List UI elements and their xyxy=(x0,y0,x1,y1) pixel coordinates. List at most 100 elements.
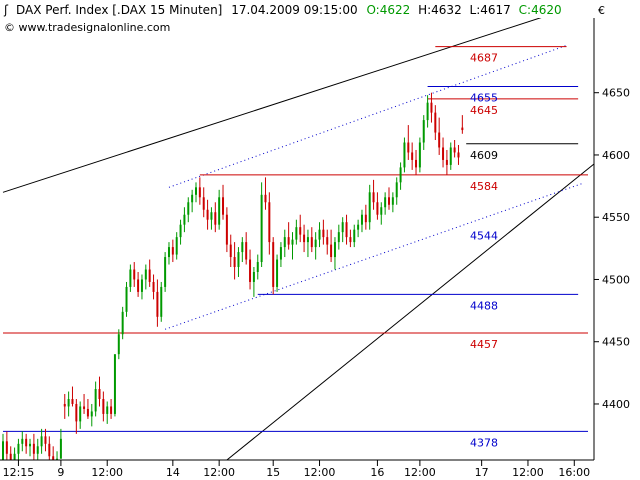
candle xyxy=(388,187,390,210)
candle xyxy=(364,204,367,230)
trendline-1 xyxy=(2,18,542,193)
candle xyxy=(376,192,379,220)
candle xyxy=(430,92,433,123)
open-value: O:4622 xyxy=(366,3,410,17)
candle xyxy=(137,271,140,297)
high-value: H:4632 xyxy=(418,3,462,17)
candle xyxy=(71,386,74,407)
candle xyxy=(438,117,441,155)
candle xyxy=(241,237,244,263)
candle xyxy=(291,232,294,260)
candle xyxy=(368,184,371,230)
candle xyxy=(2,433,4,460)
level-label-4609: 4609 xyxy=(470,149,498,162)
candle xyxy=(32,433,35,460)
candle xyxy=(171,239,174,263)
candle xyxy=(129,264,132,292)
x-tick-label: 12:00 xyxy=(512,466,544,479)
candle xyxy=(233,242,236,280)
candle xyxy=(415,149,418,175)
candle xyxy=(341,217,344,243)
x-tick-label: 12:00 xyxy=(203,466,235,479)
candle xyxy=(40,428,43,454)
candle xyxy=(264,177,267,210)
level-label-4655: 4655 xyxy=(470,91,498,104)
candle xyxy=(218,189,221,230)
y-axis-unit: € xyxy=(598,4,605,17)
candle xyxy=(225,207,228,253)
candle xyxy=(210,207,213,230)
candle xyxy=(152,274,155,300)
candle xyxy=(318,222,321,248)
candle xyxy=(314,232,317,260)
candle xyxy=(214,202,217,233)
x-tick-label: 16:00 xyxy=(558,466,590,479)
y-axis: 4650 4600 4550 4500 4450 4400 xyxy=(594,87,630,411)
candle xyxy=(283,229,286,258)
candle xyxy=(125,281,128,317)
candle xyxy=(44,428,47,452)
y-tick-label: 4600 xyxy=(602,149,630,162)
candle xyxy=(279,242,282,268)
x-tick-label: 16 xyxy=(370,466,384,479)
chart-header: ʃ DAX Perf. Index [.DAX 15 Minuten] 17.0… xyxy=(3,3,562,34)
level-label-4488: 4488 xyxy=(470,299,498,312)
candle xyxy=(337,224,340,250)
candle xyxy=(52,446,55,460)
candle xyxy=(21,431,24,452)
y-tick-label: 4550 xyxy=(602,211,630,224)
candle xyxy=(442,137,445,168)
candle xyxy=(63,394,66,419)
candle xyxy=(256,254,259,280)
candle xyxy=(167,242,170,265)
candle xyxy=(453,140,456,158)
candle xyxy=(5,431,8,460)
candle xyxy=(357,219,360,238)
candle xyxy=(449,142,452,170)
chart-icon: ʃ xyxy=(3,3,9,17)
x-tick-label: 15 xyxy=(266,466,280,479)
candle xyxy=(310,227,313,253)
candle xyxy=(252,267,255,297)
y-tick-label: 4650 xyxy=(602,87,630,100)
candle xyxy=(86,398,89,419)
level-label-4584: 4584 xyxy=(470,180,498,193)
candle xyxy=(48,436,51,460)
x-tick-label: 12:00 xyxy=(304,466,336,479)
candle xyxy=(349,229,352,248)
instrument-name: DAX Perf. Index [.DAX 15 Minuten] xyxy=(16,3,222,17)
candle xyxy=(295,219,298,245)
svg-text:DAX Perf. Index [.DAX 15 Minu: DAX Perf. Index [.DAX 15 Minuten] 17.04.… xyxy=(16,3,562,17)
candle xyxy=(156,279,159,327)
datetime-label: 17.04.2009 09:15:00 xyxy=(231,3,357,17)
x-axis: 12:15 9 12:00 14 12:00 15 12:00 16 12:00 17 12:00 1… xyxy=(3,460,590,479)
candle xyxy=(183,207,186,233)
candle xyxy=(399,162,402,190)
candle xyxy=(445,149,448,175)
candle xyxy=(195,182,197,203)
candle xyxy=(191,189,194,213)
y-tick-label: 4400 xyxy=(602,398,630,411)
x-tick-label: 12:15 xyxy=(3,466,35,479)
candle xyxy=(260,182,263,268)
candle xyxy=(198,177,201,205)
candle xyxy=(25,433,28,454)
y-tick-label: 4500 xyxy=(602,273,630,286)
candle xyxy=(353,224,356,248)
candle xyxy=(380,202,383,225)
candle xyxy=(237,247,240,277)
x-tick-label: 12:00 xyxy=(404,466,436,479)
candle xyxy=(384,192,387,215)
candle xyxy=(121,306,124,340)
candle xyxy=(268,192,271,255)
candle xyxy=(434,105,437,141)
candle xyxy=(94,381,97,417)
candle xyxy=(330,229,333,263)
candle xyxy=(83,394,86,414)
candle xyxy=(160,281,163,322)
candle xyxy=(461,115,464,134)
candle xyxy=(457,144,460,165)
candle xyxy=(287,222,290,250)
